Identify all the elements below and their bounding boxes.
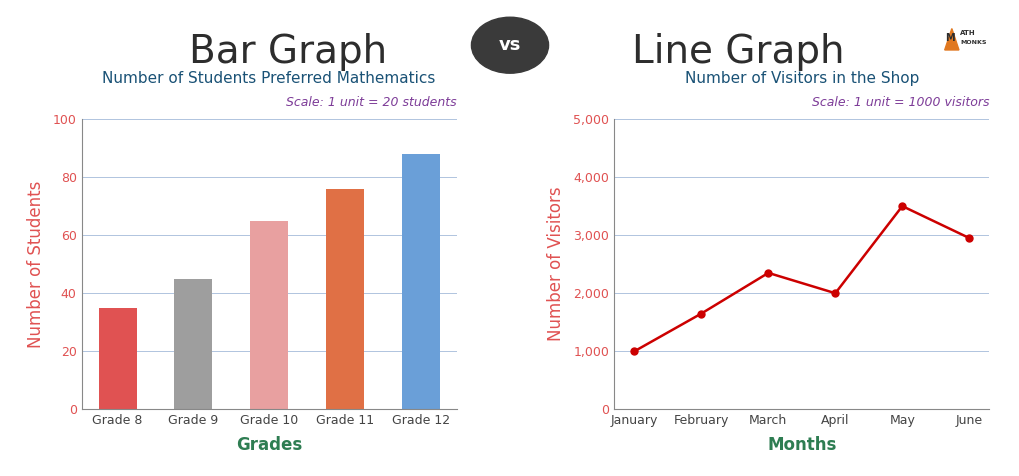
Text: Line Graph: Line Graph	[632, 33, 844, 71]
Text: ATH: ATH	[960, 30, 975, 36]
Polygon shape	[944, 29, 958, 50]
Bar	[401, 154, 439, 409]
Text: Bar Graph: Bar Graph	[190, 33, 387, 71]
Y-axis label: Number of Visitors: Number of Visitors	[546, 187, 565, 341]
Bar	[174, 278, 212, 409]
Bar	[99, 307, 137, 409]
Text: vs: vs	[498, 36, 521, 54]
Circle shape	[471, 17, 548, 73]
Text: M: M	[944, 33, 954, 43]
Text: Number of Visitors in the Shop: Number of Visitors in the Shop	[684, 70, 918, 86]
Text: Scale: 1 unit = 20 students: Scale: 1 unit = 20 students	[285, 97, 457, 109]
Text: Number of Students Preferred Mathematics: Number of Students Preferred Mathematics	[102, 70, 435, 86]
X-axis label: Months: Months	[766, 436, 836, 454]
Text: MONKS: MONKS	[960, 40, 986, 45]
Bar	[250, 221, 287, 409]
Text: Scale: 1 unit = 1000 visitors: Scale: 1 unit = 1000 visitors	[811, 97, 988, 109]
Bar	[326, 188, 364, 409]
Y-axis label: Number of Students: Number of Students	[26, 180, 45, 348]
X-axis label: Grades: Grades	[235, 436, 302, 454]
